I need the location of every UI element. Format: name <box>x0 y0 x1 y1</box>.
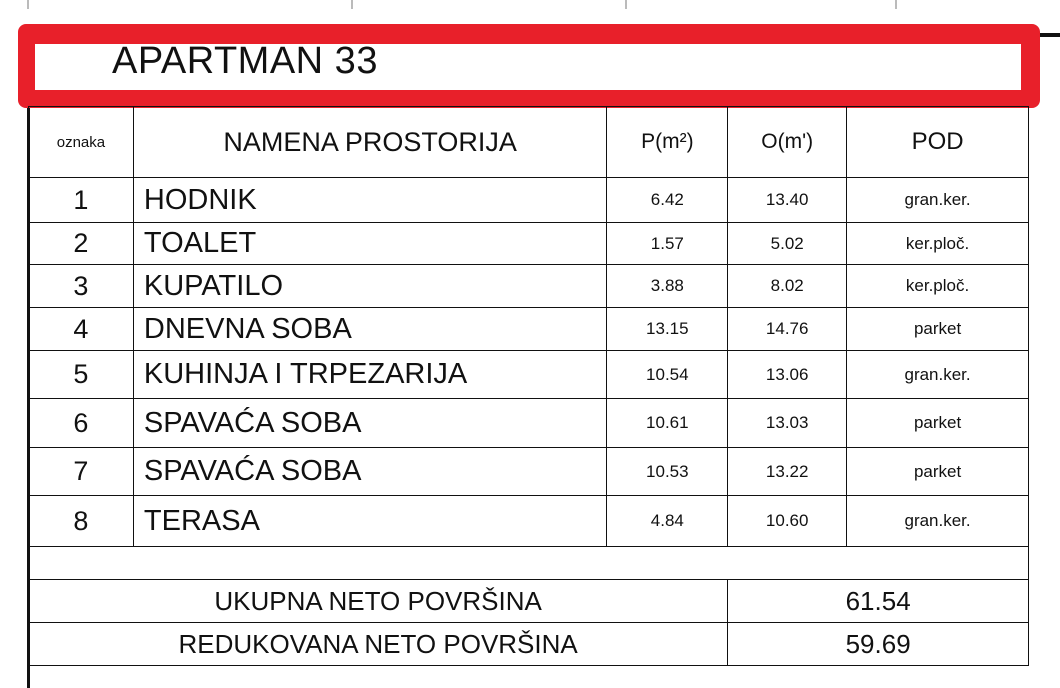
ruler-tick <box>625 0 627 9</box>
table-row: 6 SPAVAĆA SOBA 10.61 13.03 parket <box>28 398 1029 448</box>
room-perimeter: 10.60 <box>727 495 848 547</box>
apartment-title: APARTMAN 33 <box>112 40 378 82</box>
room-perimeter: 8.02 <box>727 264 848 308</box>
header-oznaka: oznaka <box>28 106 134 178</box>
blank-row <box>28 546 1029 580</box>
header-p: P(m²) <box>606 106 729 178</box>
room-area: 10.53 <box>606 447 729 496</box>
room-area: 10.61 <box>606 398 729 448</box>
room-number: 7 <box>28 447 134 496</box>
room-number: 1 <box>28 177 134 223</box>
room-floor: gran.ker. <box>846 495 1029 547</box>
table-row: 3 KUPATILO 3.88 8.02 ker.ploč. <box>28 264 1029 308</box>
total-label: UKUPNA NETO POVRŠINA <box>27 579 729 623</box>
room-floor: ker.ploč. <box>846 264 1029 308</box>
room-name: HODNIK <box>132 177 608 223</box>
reduced-total-row: REDUKOVANA NETO POVRŠINA 59.69 <box>27 622 1029 666</box>
room-area: 13.15 <box>606 307 729 351</box>
room-number: 3 <box>28 264 134 308</box>
room-area: 3.88 <box>606 264 729 308</box>
room-number: 5 <box>28 350 134 399</box>
room-number: 8 <box>28 495 134 547</box>
table-row: 1 HODNIK 6.42 13.40 gran.ker. <box>28 177 1029 223</box>
table-row: 2 TOALET 1.57 5.02 ker.ploč. <box>28 222 1029 265</box>
room-name: TOALET <box>132 222 608 265</box>
header-namena: NAMENA PROSTORIJA <box>132 106 608 178</box>
room-name: TERASA <box>132 495 608 547</box>
room-floor: gran.ker. <box>846 177 1029 223</box>
table-row: 4 DNEVNA SOBA 13.15 14.76 parket <box>28 307 1029 351</box>
blank-cell <box>28 546 1029 580</box>
room-area: 10.54 <box>606 350 729 399</box>
table-row: 7 SPAVAĆA SOBA 10.53 13.22 parket <box>28 447 1029 496</box>
header-row: oznaka NAMENA PROSTORIJA P(m²) O(m') POD <box>28 106 1029 178</box>
room-name: SPAVAĆA SOBA <box>132 398 608 448</box>
reduced-total-value: 59.69 <box>727 622 1029 666</box>
room-number: 6 <box>28 398 134 448</box>
room-perimeter: 14.76 <box>727 307 848 351</box>
reduced-total-label: REDUKOVANA NETO POVRŠINA <box>27 622 729 666</box>
room-floor: parket <box>846 307 1029 351</box>
ruler-tick <box>895 0 897 9</box>
room-area: 4.84 <box>606 495 729 547</box>
room-table: oznaka NAMENA PROSTORIJA P(m²) O(m') POD… <box>27 106 1029 666</box>
total-row: UKUPNA NETO POVRŠINA 61.54 <box>27 579 1029 623</box>
table-row: 8 TERASA 4.84 10.60 gran.ker. <box>28 495 1029 547</box>
total-value: 61.54 <box>727 579 1029 623</box>
drawing-line <box>1040 33 1060 37</box>
room-perimeter: 13.40 <box>727 177 848 223</box>
room-perimeter: 5.02 <box>727 222 848 265</box>
room-perimeter: 13.22 <box>727 447 848 496</box>
header-pod: POD <box>846 106 1029 178</box>
room-area: 6.42 <box>606 177 729 223</box>
title-cell: APARTMAN 33 <box>35 40 1021 90</box>
room-floor: parket <box>846 447 1029 496</box>
room-name: DNEVNA SOBA <box>132 307 608 351</box>
room-floor: gran.ker. <box>846 350 1029 399</box>
room-name: SPAVAĆA SOBA <box>132 447 608 496</box>
room-number: 2 <box>28 222 134 265</box>
room-number: 4 <box>28 307 134 351</box>
room-area: 1.57 <box>606 222 729 265</box>
room-floor: parket <box>846 398 1029 448</box>
room-name: KUHINJA I TRPEZARIJA <box>132 350 608 399</box>
header-o: O(m') <box>727 106 848 178</box>
table-row: 5 KUHINJA I TRPEZARIJA 10.54 13.06 gran.ker. <box>28 350 1029 399</box>
room-perimeter: 13.03 <box>727 398 848 448</box>
ruler-tick <box>351 0 353 9</box>
ruler-tick <box>27 0 29 9</box>
title-highlight-box: APARTMAN 33 <box>18 24 1040 108</box>
room-name: KUPATILO <box>132 264 608 308</box>
room-floor: ker.ploč. <box>846 222 1029 265</box>
room-perimeter: 13.06 <box>727 350 848 399</box>
